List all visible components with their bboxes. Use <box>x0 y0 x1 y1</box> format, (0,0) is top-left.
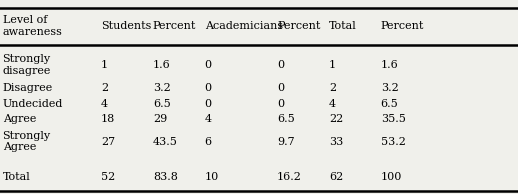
Text: 52: 52 <box>101 171 116 182</box>
Text: 27: 27 <box>101 137 115 147</box>
Text: 2: 2 <box>101 83 108 93</box>
Text: 3.2: 3.2 <box>153 83 170 93</box>
Text: 0: 0 <box>205 83 212 93</box>
Text: 6.5: 6.5 <box>277 114 295 124</box>
Text: Disagree: Disagree <box>3 83 53 93</box>
Text: 4: 4 <box>205 114 212 124</box>
Text: Level of
awareness: Level of awareness <box>3 15 63 37</box>
Text: Agree: Agree <box>3 114 36 124</box>
Text: 1.6: 1.6 <box>153 60 170 70</box>
Text: Strongly
disagree: Strongly disagree <box>3 54 51 76</box>
Text: 16.2: 16.2 <box>277 171 302 182</box>
Text: 0: 0 <box>277 60 284 70</box>
Text: 10: 10 <box>205 171 219 182</box>
Text: 29: 29 <box>153 114 167 124</box>
Text: 22: 22 <box>329 114 343 124</box>
Text: 1: 1 <box>329 60 336 70</box>
Text: 35.5: 35.5 <box>381 114 406 124</box>
Text: 43.5: 43.5 <box>153 137 178 147</box>
Text: 6.5: 6.5 <box>153 99 170 109</box>
Text: Total: Total <box>329 21 357 31</box>
Text: 6.5: 6.5 <box>381 99 398 109</box>
Text: 4: 4 <box>329 99 336 109</box>
Text: 4: 4 <box>101 99 108 109</box>
Text: 100: 100 <box>381 171 402 182</box>
Text: Percent: Percent <box>277 21 321 31</box>
Text: 53.2: 53.2 <box>381 137 406 147</box>
Text: 9.7: 9.7 <box>277 137 295 147</box>
Text: 1.6: 1.6 <box>381 60 398 70</box>
Text: 33: 33 <box>329 137 343 147</box>
Text: 6: 6 <box>205 137 212 147</box>
Text: 83.8: 83.8 <box>153 171 178 182</box>
Text: 0: 0 <box>205 60 212 70</box>
Text: Percent: Percent <box>153 21 196 31</box>
Text: Strongly
Agree: Strongly Agree <box>3 131 51 152</box>
Text: Percent: Percent <box>381 21 424 31</box>
Text: 62: 62 <box>329 171 343 182</box>
Text: 18: 18 <box>101 114 116 124</box>
Text: 0: 0 <box>277 99 284 109</box>
Text: 0: 0 <box>277 83 284 93</box>
Text: Total: Total <box>3 171 31 182</box>
Text: 3.2: 3.2 <box>381 83 398 93</box>
Text: 1: 1 <box>101 60 108 70</box>
Text: Students: Students <box>101 21 151 31</box>
Text: Undecided: Undecided <box>3 99 63 109</box>
Text: Academicians: Academicians <box>205 21 283 31</box>
Text: 2: 2 <box>329 83 336 93</box>
Text: 0: 0 <box>205 99 212 109</box>
